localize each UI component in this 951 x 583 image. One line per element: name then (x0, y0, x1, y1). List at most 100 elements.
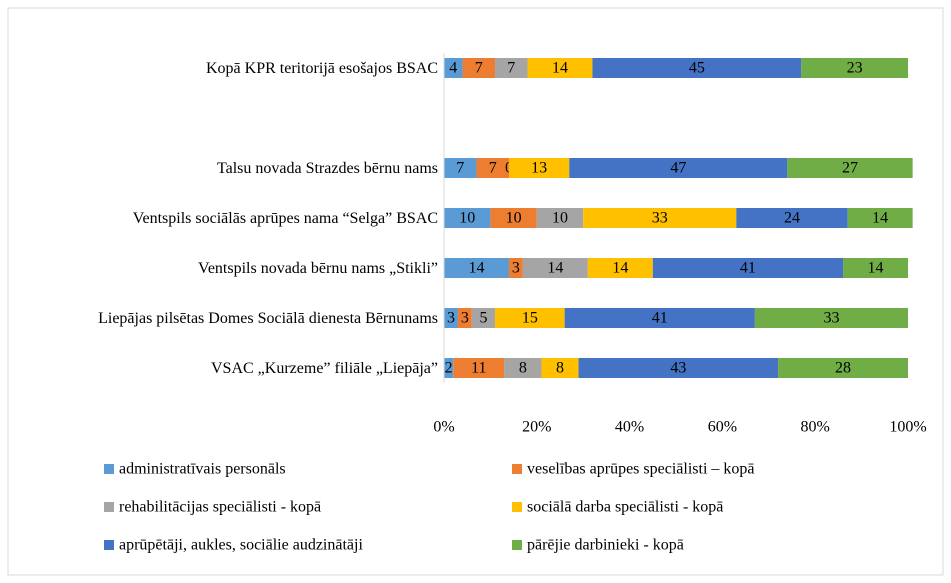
data-label: 7 (456, 160, 464, 177)
legend-swatch (512, 502, 522, 512)
bar-segment (847, 208, 913, 228)
data-label: 27 (842, 160, 858, 177)
x-tick-label: 0% (433, 419, 454, 436)
y-tick-label: Talsu novada Strazdes bērnu nams (216, 159, 438, 177)
data-label: 41 (740, 260, 756, 277)
bar-segment (522, 258, 588, 278)
category-label-box: Liepājas pilsētas Domes Sociālā dienesta… (8, 293, 438, 343)
bar-segment (564, 308, 755, 328)
bar-segment (476, 158, 509, 178)
category-label-box: Kopā KPR teritorijā esošajos BSAC (8, 43, 438, 93)
data-label: 33 (823, 310, 839, 327)
x-tick-label: 80% (801, 419, 830, 436)
y-tick-label: Ventspils sociālās aprūpes nama “Selga” … (132, 209, 438, 227)
data-label: 33 (652, 210, 668, 227)
bar-segment (453, 358, 505, 378)
chart-border (7, 7, 944, 576)
data-label: 28 (835, 360, 851, 377)
bar-segment (592, 58, 802, 78)
data-label: 3 (461, 310, 469, 327)
bar-segment (583, 208, 737, 228)
bar-segment (754, 308, 908, 328)
data-label: 14 (612, 260, 628, 277)
bar-segment (471, 308, 496, 328)
data-label: 45 (689, 60, 705, 77)
data-label: 7 (475, 60, 483, 77)
legend-label: veselības aprūpes speciālisti – kopā (527, 461, 755, 478)
data-label: 8 (519, 360, 527, 377)
legend-swatch (104, 502, 114, 512)
legend-label: rehabilitācijas speciālisti - kopā (119, 499, 321, 516)
data-label: 41 (652, 310, 668, 327)
bar-segment (536, 208, 584, 228)
bar-segment (652, 258, 844, 278)
bar-segment (541, 358, 579, 378)
legend-label: sociālā darba speciālisti - kopā (527, 499, 723, 516)
legend-swatch (104, 540, 114, 550)
data-label: 2 (445, 360, 453, 377)
bar-segment (736, 208, 848, 228)
data-label: 47 (670, 160, 686, 177)
bar-segment (444, 158, 477, 178)
bar-segment (778, 358, 908, 378)
bar-segment (843, 258, 908, 278)
bar-segment (444, 208, 491, 228)
bar-segment (495, 58, 528, 78)
data-label: 5 (479, 310, 487, 327)
y-tick-label: Ventspils novada bērnu nams „Stikli” (198, 259, 438, 277)
x-tick-label: 40% (615, 419, 644, 436)
data-label: 14 (547, 260, 563, 277)
legend-swatch (104, 464, 114, 474)
y-tick-label: VSAC „Kurzeme” filiāle „Liepāja” (211, 359, 438, 377)
y-tick-label: Kopā KPR teritorijā esošajos BSAC (206, 59, 438, 77)
category-label-box: Ventspils sociālās aprūpes nama “Selga” … (8, 193, 438, 243)
data-label: 23 (847, 60, 863, 77)
data-label: 15 (522, 310, 538, 327)
legend-swatch (512, 464, 522, 474)
bar-segment (527, 58, 593, 78)
bar-segment (444, 358, 454, 378)
bar-segment (801, 58, 908, 78)
legend-label: aprūpētāji, aukles, sociālie audzinātāji (119, 537, 363, 554)
bar-segment (457, 308, 472, 328)
bar-segment (444, 308, 458, 328)
bar-segment (508, 258, 523, 278)
data-label: 14 (468, 260, 484, 277)
legend-label: administratīvais personāls (119, 461, 286, 478)
bar-segment (578, 358, 779, 378)
data-label: 14 (872, 210, 888, 227)
data-label: 8 (556, 360, 564, 377)
data-label: 10 (506, 210, 522, 227)
bar-segment (495, 308, 565, 328)
legend-label: pārējie darbinieki - kopā (527, 537, 684, 554)
bar-segment (569, 158, 788, 178)
bar-segment (444, 58, 463, 78)
category-label-box: Ventspils novada bērnu nams „Stikli” (8, 243, 438, 293)
category-label-box: VSAC „Kurzeme” filiāle „Liepāja” (8, 343, 438, 393)
data-label: 24 (784, 210, 800, 227)
data-label: 10 (552, 210, 568, 227)
data-label: 4 (449, 60, 457, 77)
bar-segment (444, 258, 509, 278)
data-label: 3 (447, 310, 455, 327)
y-tick-label: Liepājas pilsētas Domes Sociālā dienesta… (98, 309, 438, 327)
data-label: 7 (489, 160, 497, 177)
bar-segment (462, 58, 496, 78)
category-label-box: Talsu novada Strazdes bērnu nams (8, 143, 438, 193)
data-label: 11 (471, 360, 486, 377)
bar-segment (787, 158, 913, 178)
x-tick-label: 100% (889, 419, 926, 436)
bar-segment (508, 158, 570, 178)
data-label: 14 (868, 260, 884, 277)
data-label: 14 (552, 60, 568, 77)
bar-segment (504, 358, 542, 378)
x-tick-label: 20% (522, 419, 551, 436)
data-label: 43 (670, 360, 686, 377)
legend-swatch (512, 540, 522, 550)
bar-segment (490, 208, 537, 228)
data-label: 7 (507, 60, 515, 77)
data-label: 10 (459, 210, 475, 227)
data-label: 3 (512, 260, 520, 277)
